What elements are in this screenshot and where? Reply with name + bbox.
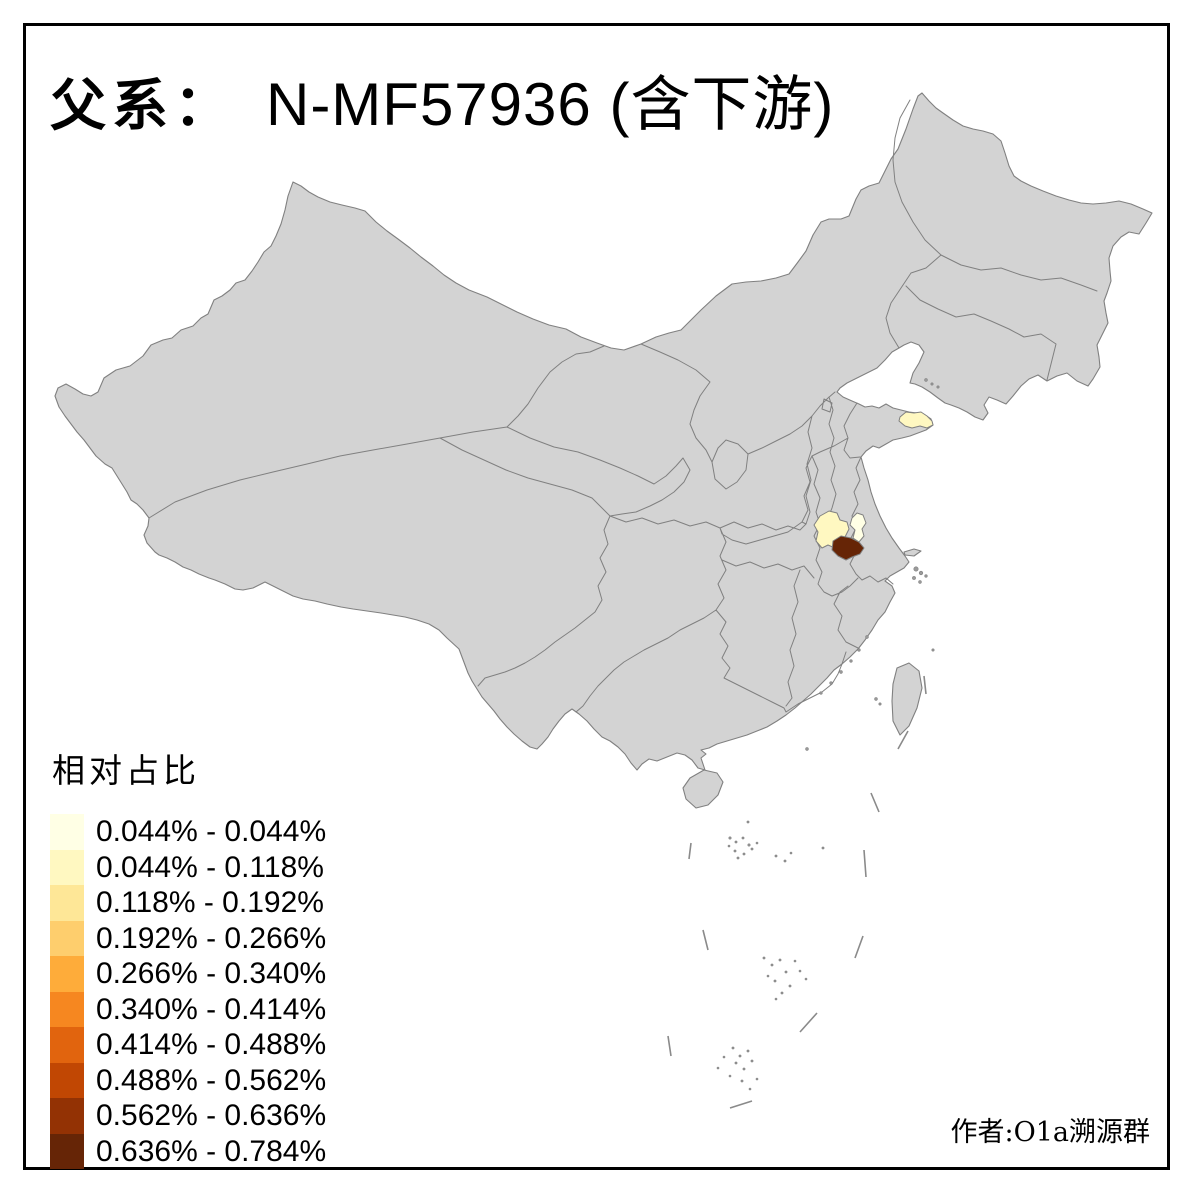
legend-swatch <box>50 991 84 1027</box>
legend-swatch <box>50 956 84 992</box>
legend-row: 0.562% - 0.636% <box>50 1098 326 1134</box>
legend-row: 0.340% - 0.414% <box>50 991 327 1027</box>
legend-rows: 0.044% - 0.044% 0.044% - 0.118% 0.118% -… <box>50 814 326 1169</box>
attribution: 作者:O1a溯源群 <box>950 1117 1150 1148</box>
highlighted-region-anhui-south <box>831 535 865 561</box>
coastal-islets <box>746 378 940 824</box>
legend-row: 0.044% - 0.044% <box>50 814 326 850</box>
legend-row: 0.192% - 0.266% <box>50 920 327 956</box>
legend-label: 0.488% - 0.562% <box>96 1063 327 1097</box>
legend-swatch <box>50 1062 84 1098</box>
legend-row: 0.044% - 0.118% <box>50 849 326 885</box>
legend-row: 0.488% - 0.562% <box>50 1062 327 1098</box>
legend-row: 0.636% - 0.784% <box>50 1133 327 1169</box>
taiwan-island <box>891 662 923 736</box>
legend-swatch <box>50 1027 84 1063</box>
legend-label: 0.044% - 0.044% <box>96 815 327 848</box>
legend-label: 0.118% - 0.192% <box>96 886 324 919</box>
legend-label: 0.562% - 0.636% <box>96 1099 327 1132</box>
legend-swatch <box>50 1133 84 1169</box>
title-prefix: 父系： <box>50 73 236 139</box>
legend-label: 0.192% - 0.266% <box>96 921 327 955</box>
legend: 相对占比 0.044% - 0.044% 0.044% - 0.118% 0.1… <box>50 744 326 1169</box>
legend-title: 相对占比 <box>52 751 200 790</box>
legend-row: 0.414% - 0.488% <box>50 1027 326 1063</box>
legend-swatch <box>50 814 84 850</box>
page-title: 父系： N-MF57936 (含下游) <box>50 56 834 143</box>
legend-row: 0.266% - 0.340% <box>50 956 326 992</box>
legend-swatch <box>50 920 84 956</box>
china-mainland-shape <box>54 92 1153 771</box>
legend-row: 0.118% - 0.192% <box>50 885 326 921</box>
highlighted-region-shandong <box>898 411 934 429</box>
highlighted-region-anhui-east <box>849 512 867 543</box>
province-borders <box>148 99 1098 713</box>
legend-label: 0.266% - 0.340% <box>96 957 327 990</box>
legend-label: 0.414% - 0.488% <box>96 1028 327 1061</box>
nine-dash-line <box>667 675 927 1109</box>
legend-label: 0.044% - 0.118% <box>96 850 324 884</box>
legend-swatch <box>50 849 84 885</box>
legend-label: 0.340% - 0.414% <box>96 992 327 1026</box>
legend-swatch <box>50 885 84 921</box>
plot-frame <box>23 23 1170 1170</box>
hainan-island <box>682 769 724 809</box>
legend-label: 0.636% - 0.784% <box>96 1134 327 1168</box>
legend-swatch <box>50 1098 84 1134</box>
title-haplogroup: N-MF57936 (含下游) <box>266 71 835 138</box>
south-china-sea-islets <box>716 836 825 1091</box>
chongming-island <box>903 548 922 557</box>
